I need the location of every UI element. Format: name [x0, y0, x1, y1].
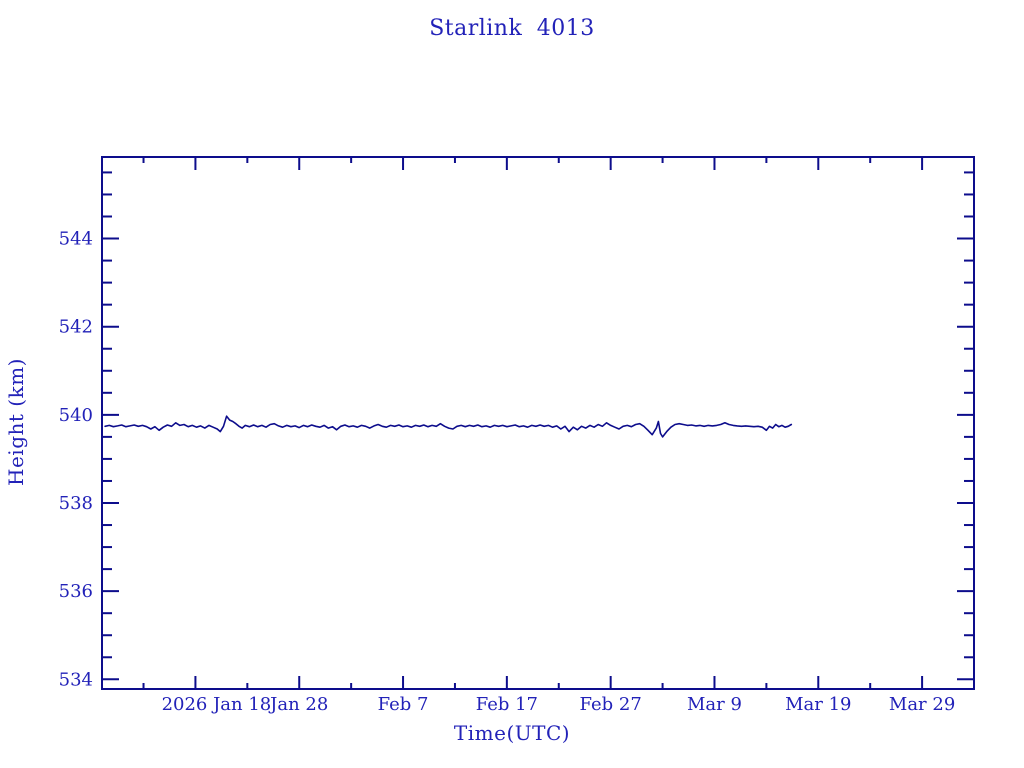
- y-tick-label: 540: [59, 405, 93, 426]
- x-tick-label: Mar 19: [785, 694, 851, 715]
- height-curve: [104, 415, 793, 438]
- x-axis-title: Time(UTC): [453, 721, 571, 745]
- y-axis-title: Height (km): [4, 358, 28, 486]
- y-tick-label: 542: [59, 317, 93, 338]
- x-tick-label: Feb 17: [476, 694, 538, 715]
- x-tick-label: Jan 28: [268, 694, 328, 715]
- x-tick-label: Feb 27: [580, 694, 642, 715]
- y-tick-label: 544: [59, 229, 93, 250]
- x-tick-label: Mar 29: [889, 694, 955, 715]
- y-tick-label: 536: [59, 581, 93, 602]
- x-tick-label: Mar 9: [687, 694, 742, 715]
- y-tick-label: 538: [59, 493, 93, 514]
- plot-frame: [101, 156, 975, 690]
- chart-title: Starlink 4013: [429, 16, 595, 41]
- x-tick-label: Feb 7: [378, 694, 429, 715]
- y-tick-label: 534: [59, 669, 93, 690]
- x-tick-label: 2026 Jan 18: [162, 694, 272, 715]
